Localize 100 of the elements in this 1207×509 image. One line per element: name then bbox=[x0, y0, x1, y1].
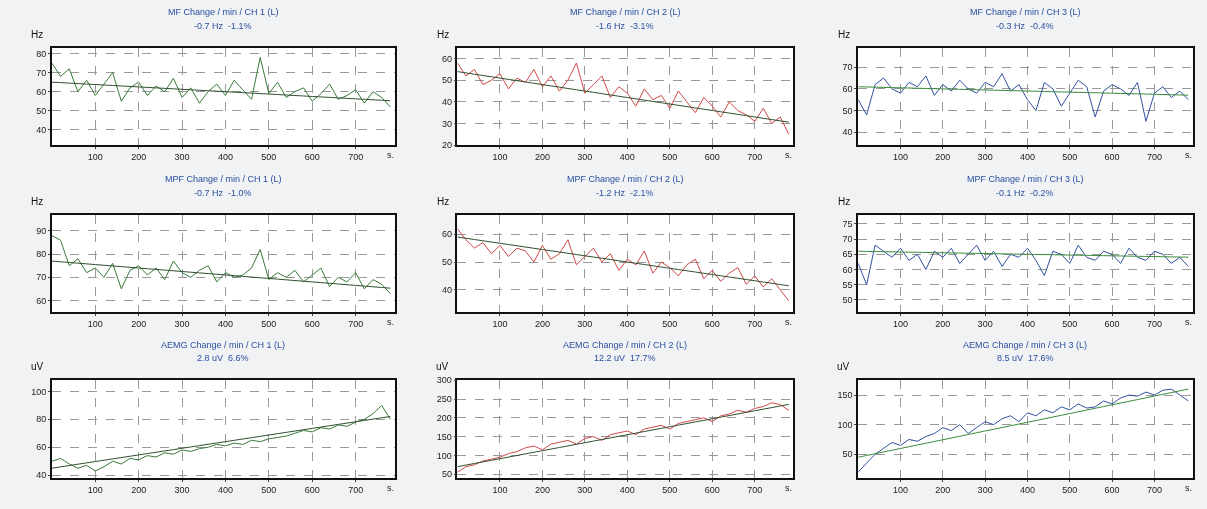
chart-subtitle: -0.7 Hz -1.0% bbox=[194, 188, 252, 198]
chart-subtitle: -0.7 Hz -1.1% bbox=[194, 21, 252, 31]
chart-title: AEMG Change / min / CH 1 (L) bbox=[161, 340, 286, 350]
chart-title: MPF Change / min / CH 2 (L) bbox=[567, 174, 684, 184]
x-tick-label: 100 bbox=[892, 318, 909, 329]
y-tick-label: 20 bbox=[441, 140, 452, 151]
y-tick-label: 50 bbox=[36, 105, 47, 116]
x-tick-label: 100 bbox=[87, 318, 103, 329]
x-tick-label: 300 bbox=[577, 484, 593, 495]
x-tick-label: 700 bbox=[1146, 151, 1162, 162]
x-tick-label: 100 bbox=[892, 484, 909, 495]
y-tick-label: 100 bbox=[31, 386, 47, 397]
y-tick-label: 40 bbox=[842, 127, 853, 138]
x-tick-label: 600 bbox=[304, 151, 320, 162]
x-tick-label: 400 bbox=[1019, 151, 1035, 162]
y-axis-title: Hz bbox=[31, 196, 44, 207]
line-series bbox=[51, 235, 391, 294]
line-series bbox=[457, 71, 790, 123]
y-axis-title: Hz bbox=[838, 29, 851, 40]
x-tick-label: 400 bbox=[217, 318, 233, 329]
x-tick-label: 300 bbox=[977, 318, 993, 329]
line-series bbox=[51, 56, 391, 108]
x-axis-title: s. bbox=[387, 150, 395, 160]
x-tick-label: 400 bbox=[217, 151, 233, 162]
y-tick-label: 40 bbox=[36, 124, 47, 135]
x-tick-label: 200 bbox=[935, 151, 951, 162]
y-tick-label: 50 bbox=[441, 469, 452, 480]
line-series bbox=[858, 388, 1189, 473]
chart-subtitle: -1.2 Hz -2.1% bbox=[596, 188, 654, 198]
y-tick-label: 40 bbox=[36, 470, 47, 481]
x-tick-label: 700 bbox=[747, 151, 763, 162]
line-series bbox=[858, 388, 1189, 458]
chart-title: MF Change / min / CH 1 (L) bbox=[168, 7, 279, 17]
chart-title: AEMG Change / min / CH 2 (L) bbox=[563, 340, 688, 350]
y-tick-label: 150 bbox=[436, 431, 452, 442]
line-series bbox=[457, 62, 790, 135]
line-series bbox=[51, 260, 391, 289]
x-axis-title: s. bbox=[785, 317, 793, 327]
x-tick-label: 700 bbox=[348, 151, 364, 162]
y-tick-label: 200 bbox=[436, 412, 452, 423]
y-tick-label: 70 bbox=[36, 272, 47, 283]
line-series bbox=[858, 86, 1189, 96]
x-tick-label: 700 bbox=[747, 318, 763, 329]
y-tick-label: 80 bbox=[36, 249, 47, 260]
y-tick-label: 300 bbox=[436, 375, 452, 386]
y-tick-label: 70 bbox=[842, 62, 853, 73]
x-tick-label: 100 bbox=[87, 151, 103, 162]
y-axis-title: uV bbox=[436, 361, 449, 372]
y-tick-label: 80 bbox=[36, 48, 47, 59]
x-tick-label: 600 bbox=[1104, 484, 1120, 495]
x-tick-label: 500 bbox=[662, 484, 678, 495]
x-tick-label: 500 bbox=[1062, 318, 1078, 329]
chart-title: MPF Change / min / CH 3 (L) bbox=[967, 174, 1084, 184]
x-tick-label: 700 bbox=[348, 484, 364, 495]
x-tick-label: 400 bbox=[217, 484, 233, 495]
x-tick-label: 700 bbox=[348, 318, 364, 329]
x-tick-label: 400 bbox=[1019, 484, 1035, 495]
chart-subtitle: 2.8 uV 6.6% bbox=[197, 353, 249, 363]
x-tick-label: 400 bbox=[619, 151, 635, 162]
chart-subtitle: 12.2 uV 17.7% bbox=[594, 353, 656, 363]
x-tick-label: 300 bbox=[174, 484, 190, 495]
x-tick-label: 600 bbox=[704, 318, 720, 329]
y-tick-label: 60 bbox=[842, 84, 853, 95]
y-tick-label: 60 bbox=[441, 229, 452, 240]
line-series bbox=[858, 73, 1189, 122]
y-tick-label: 55 bbox=[842, 279, 853, 290]
x-tick-label: 200 bbox=[534, 151, 550, 162]
y-tick-label: 40 bbox=[441, 284, 452, 295]
y-tick-label: 60 bbox=[36, 295, 47, 306]
chart-subtitle: -1.6 Hz -3.1% bbox=[596, 21, 654, 31]
x-tick-label: 700 bbox=[747, 484, 763, 495]
chart-title: MPF Change / min / CH 1 (L) bbox=[165, 174, 282, 184]
x-tick-label: 600 bbox=[704, 151, 720, 162]
y-tick-label: 50 bbox=[441, 257, 452, 268]
x-tick-label: 500 bbox=[261, 151, 277, 162]
x-tick-label: 300 bbox=[577, 151, 593, 162]
x-tick-label: 600 bbox=[704, 484, 720, 495]
y-tick-label: 65 bbox=[842, 249, 853, 260]
chart-subtitle: 8.5 uV 17.6% bbox=[997, 353, 1054, 363]
y-tick-label: 70 bbox=[36, 67, 47, 78]
x-axis-title: s. bbox=[387, 483, 395, 493]
y-tick-label: 80 bbox=[36, 414, 47, 425]
y-tick-label: 60 bbox=[36, 442, 47, 453]
y-axis-title: uV bbox=[31, 361, 44, 372]
x-tick-label: 100 bbox=[492, 151, 508, 162]
y-tick-label: 40 bbox=[441, 97, 452, 108]
y-tick-label: 60 bbox=[842, 264, 853, 275]
x-tick-label: 400 bbox=[1019, 318, 1035, 329]
y-tick-label: 100 bbox=[436, 450, 452, 461]
x-tick-label: 600 bbox=[304, 484, 320, 495]
chart-title: MF Change / min / CH 3 (L) bbox=[970, 7, 1081, 17]
line-series bbox=[457, 228, 790, 302]
x-tick-label: 700 bbox=[1146, 318, 1162, 329]
x-tick-label: 200 bbox=[935, 318, 951, 329]
x-tick-label: 500 bbox=[662, 318, 678, 329]
x-tick-label: 300 bbox=[174, 318, 190, 329]
y-tick-label: 50 bbox=[842, 295, 853, 306]
chart-subtitle: -0.3 Hz -0.4% bbox=[996, 21, 1054, 31]
y-tick-label: 70 bbox=[842, 234, 853, 245]
y-tick-label: 60 bbox=[441, 53, 452, 64]
